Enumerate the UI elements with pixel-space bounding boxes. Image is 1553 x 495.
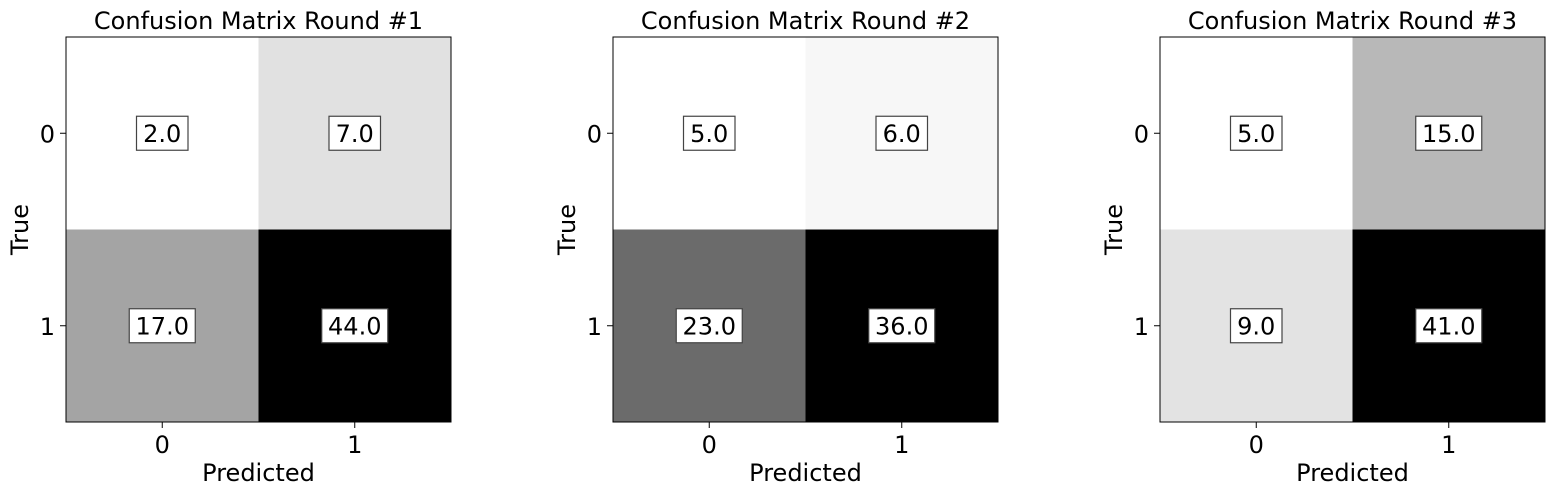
cell-value-label: 44.0 <box>328 312 381 340</box>
cell-value-label: 6.0 <box>883 120 921 148</box>
plot-frame <box>612 36 999 423</box>
value-label-box <box>682 115 736 151</box>
x-axis-label: Predicted <box>1296 459 1409 487</box>
y-tick-label: 1 <box>587 313 602 341</box>
value-label-box <box>128 308 196 344</box>
y-axis-label: True <box>6 204 34 256</box>
confusion-matrix-panel-2: Confusion Matrix Round #2 5.0 6.0 23.0 36.0 0… <box>553 7 999 487</box>
value-label-box <box>321 308 389 344</box>
cell-value-label: 36.0 <box>875 312 928 340</box>
panel-title: Confusion Matrix Round #3 <box>1188 7 1517 35</box>
cell-value-label: 2.0 <box>143 120 181 148</box>
cell-value-label: 9.0 <box>1237 312 1275 340</box>
cell-value-label: 17.0 <box>136 312 189 340</box>
confusion-matrix-panel-3: Confusion Matrix Round #3 5.0 15.0 9.0 41.0 0… <box>1100 7 1546 487</box>
cell-value-label: 23.0 <box>683 312 736 340</box>
cell-value-label: 5.0 <box>1237 120 1275 148</box>
value-label-box <box>1229 308 1283 344</box>
x-tick-label: 0 <box>1249 431 1264 459</box>
value-label-box <box>1415 308 1483 344</box>
value-label-box <box>135 115 189 151</box>
value-label-box <box>1415 115 1483 151</box>
y-tick-label: 1 <box>1134 313 1149 341</box>
confusion-matrix-panel-1: Confusion Matrix Round #1 2.0 7.0 17.0 44.0 0… <box>6 7 452 487</box>
x-tick-label: 0 <box>155 431 170 459</box>
x-tick-label: 1 <box>347 431 362 459</box>
cell-value-label: 5.0 <box>690 120 728 148</box>
y-axis-label: True <box>1100 204 1128 256</box>
y-axis-label: True <box>553 204 581 256</box>
cell-value-label: 15.0 <box>1422 120 1475 148</box>
value-label-box <box>675 308 743 344</box>
x-tick-label: 0 <box>702 431 717 459</box>
x-axis-label: Predicted <box>202 459 315 487</box>
value-label-box <box>328 115 382 151</box>
cell-value-label: 7.0 <box>336 120 374 148</box>
x-tick-label: 1 <box>1441 431 1456 459</box>
y-tick-label: 1 <box>40 313 55 341</box>
panel-title: Confusion Matrix Round #1 <box>94 7 423 35</box>
plot-frame <box>65 36 452 423</box>
panel-title: Confusion Matrix Round #2 <box>641 7 970 35</box>
y-tick-label: 0 <box>1134 120 1149 148</box>
cell-value-label: 41.0 <box>1422 312 1475 340</box>
value-label-box <box>1229 115 1283 151</box>
y-tick-label: 0 <box>587 120 602 148</box>
value-label-box <box>875 115 929 151</box>
x-tick-label: 1 <box>894 431 909 459</box>
y-tick-label: 0 <box>40 120 55 148</box>
value-label-box <box>868 308 936 344</box>
plot-frame <box>1159 36 1546 423</box>
x-axis-label: Predicted <box>749 459 862 487</box>
